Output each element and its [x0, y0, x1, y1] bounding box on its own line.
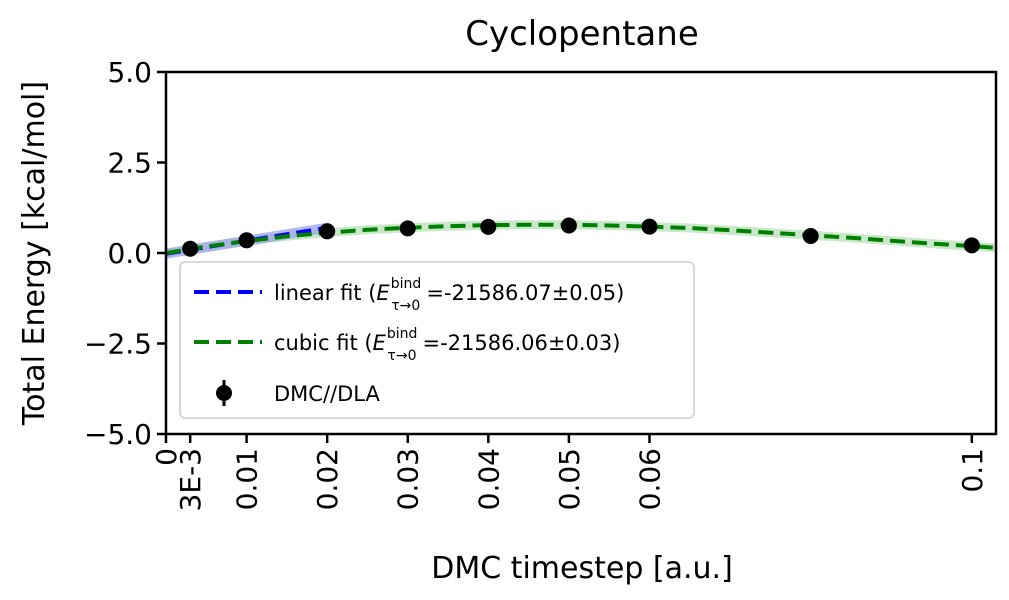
- x-tick-label: 0.1: [956, 448, 989, 493]
- legend-box: [179, 261, 695, 419]
- cubic-fit-line: [166, 222, 996, 255]
- y-axis-ticks: 5.0 2.5 0.0 −2.5 −5.0: [84, 56, 166, 451]
- legend-linear-energy-symbol: E: [376, 281, 390, 305]
- legend-linear-label: linear fit (Ebind τ→0=-21586.07±0.05): [274, 276, 624, 314]
- legend-cubic-energy-sup: bind: [387, 326, 418, 342]
- legend: linear fit (Ebind τ→0=-21586.07±0.05) cub…: [179, 261, 695, 419]
- x-axis-label: DMC timestep [a.u.]: [431, 551, 733, 586]
- legend-dmc-marker: [216, 385, 232, 401]
- legend-cubic-equals: =: [422, 331, 440, 355]
- x-axis-ticks: 03E-3 0.01 0.02 0.03 0.04 0.05 0.06 0.1: [150, 434, 989, 511]
- data-point: [560, 217, 577, 234]
- legend-linear-energy-sub: τ→0: [391, 298, 420, 314]
- data-points: [182, 217, 980, 257]
- legend-cubic-energy-value: -21586.06±0.03: [440, 331, 612, 355]
- legend-cubic-label: cubic fit (Ebind τ→0=-21586.06±0.03): [274, 326, 620, 364]
- x-tick-label: 0.04: [472, 448, 505, 510]
- legend-cubic-energy-symbol: E: [373, 331, 387, 355]
- y-tick-label: 2.5: [107, 147, 152, 180]
- y-axis-label: Total Energy [kcal/mol]: [17, 81, 52, 426]
- y-tick-label: −2.5: [84, 328, 152, 361]
- legend-linear-energy-value: -21586.07±0.05: [444, 281, 616, 305]
- x-tick-label: 0: [150, 448, 183, 466]
- legend-linear-energy-sup: bind: [391, 276, 422, 292]
- y-tick-label: 0.0: [107, 237, 152, 270]
- x-tick-label: 0.01: [231, 448, 264, 510]
- data-point: [182, 240, 199, 257]
- x-tick-label: 3E-3: [174, 448, 207, 511]
- data-point: [802, 228, 819, 244]
- x-tick-label: 0.05: [553, 448, 586, 510]
- data-point: [963, 237, 980, 254]
- legend-linear-equals: =: [426, 281, 444, 305]
- data-point: [641, 218, 658, 235]
- legend-cubic-name: cubic fit: [274, 331, 358, 355]
- data-point: [319, 223, 336, 240]
- data-point: [399, 220, 416, 237]
- x-tick-label: 0.06: [633, 448, 666, 510]
- data-point: [238, 232, 255, 249]
- y-tick-label: −5.0: [84, 418, 152, 451]
- x-tick-label: 0.03: [392, 448, 425, 510]
- chart-title: Cyclopentane: [465, 14, 698, 54]
- x-tick-label: 0.02: [311, 448, 344, 510]
- legend-dmc-label: DMC//DLA: [274, 382, 380, 406]
- y-tick-label: 5.0: [107, 56, 152, 89]
- legend-linear-name: linear fit: [274, 281, 362, 305]
- legend-cubic-energy-sub: τ→0: [387, 348, 416, 364]
- data-point: [480, 218, 497, 235]
